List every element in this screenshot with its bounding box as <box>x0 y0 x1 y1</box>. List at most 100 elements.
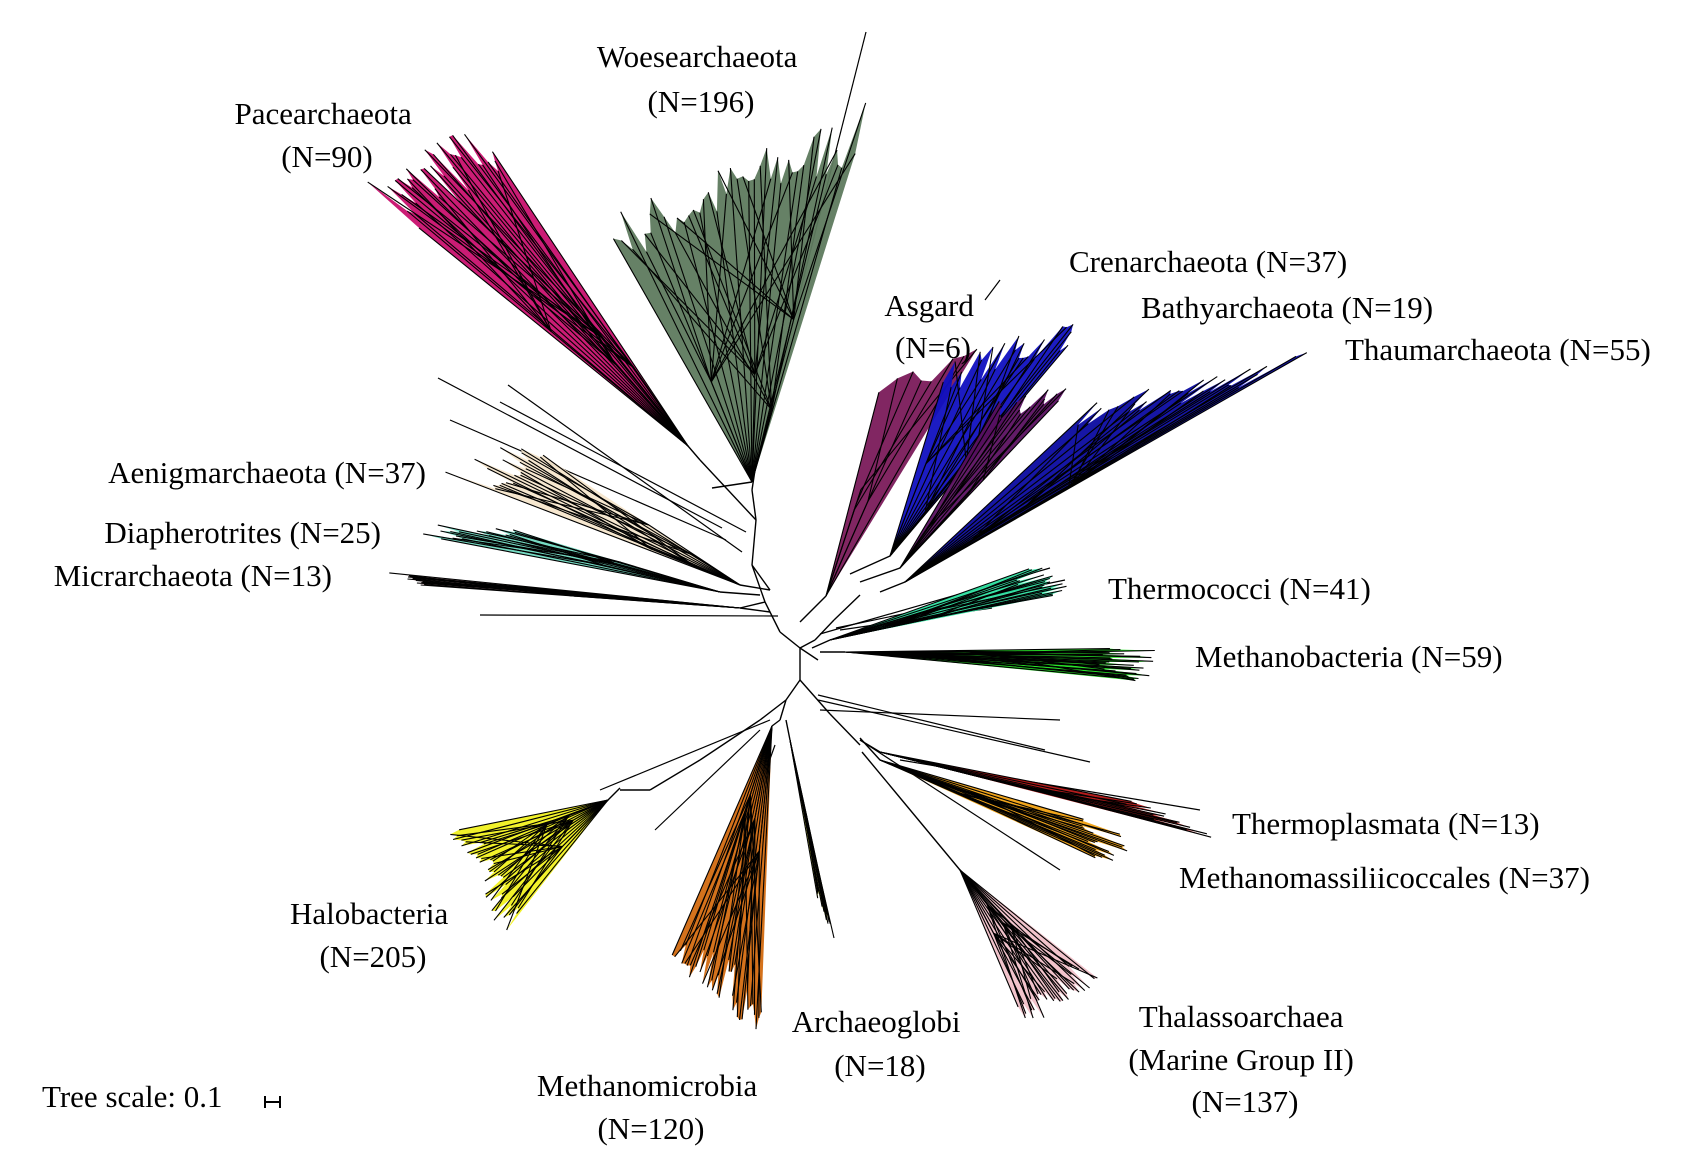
leaf-branch-methanomicrobia <box>718 811 746 998</box>
leaf-branch-pacearchaeota <box>494 160 616 365</box>
clade-stem-methanomicrobia <box>771 719 781 727</box>
leaf-branch-pacearchaeota <box>434 188 552 332</box>
leaf-branch-crenarchaeota <box>925 326 1067 464</box>
internal-branch-halobacteria <box>572 799 609 821</box>
leaf-branch-pacearchaeota <box>467 189 552 332</box>
internal-branch-thermoplasmata <box>879 751 957 772</box>
internal-branch-thalassoarchaea <box>959 869 988 905</box>
backbone-branch <box>779 699 787 721</box>
leaf-branch-methanobacteria <box>965 650 1100 666</box>
leaf-branch-woesearchaeota <box>645 251 712 383</box>
leaf-branch-thermoplasmata <box>1021 785 1187 831</box>
leaf-branch-woesearchaeota <box>707 192 756 375</box>
leaf-branch-halobacteria <box>489 815 570 873</box>
clade-label-crenarchaeota: Crenarchaeota (N=37) <box>1069 244 1347 279</box>
clade-wedge-thermoplasmata <box>880 752 1212 838</box>
leaf-branch-pacearchaeota <box>436 142 689 447</box>
leaf-branch-thaumarchaeota <box>904 376 1218 583</box>
leaf-branch-halobacteria <box>458 799 609 831</box>
clade-stem-thalassoarchaea <box>861 751 961 871</box>
leaf-branch-crenarchaeota <box>889 381 944 557</box>
internal-branch-aenigmarchaeota <box>651 548 741 586</box>
clade-stem-pacearchaeota <box>687 445 701 461</box>
leaf-branch-woesearchaeota <box>751 171 799 483</box>
internal-branch-methanomicrobia <box>758 725 773 852</box>
leaf-branch-diapherotrites <box>462 538 721 593</box>
clade-label-micrarchaeota: Micrarchaeota (N=13) <box>54 558 332 593</box>
leaf-branch-thaumarchaeota <box>904 412 1129 583</box>
leaf-branch-woesearchaeota <box>754 176 818 375</box>
internal-branch-micrarchaeota <box>645 600 741 609</box>
leaf-branch-pacearchaeota <box>452 134 602 338</box>
leaf-branch-woesearchaeota <box>632 248 773 410</box>
clade-stem-bathyarchaeota <box>859 567 901 583</box>
leaf-branch-halobacteria <box>485 819 574 898</box>
leaf-branch-halobacteria <box>492 823 548 862</box>
tree-scale-label: Tree scale: 0.1 <box>42 1079 223 1114</box>
backbone-branch <box>751 564 766 603</box>
leaf-branch-halobacteria <box>517 820 574 909</box>
clade-label-diapherotrites: Diapherotrites (N=25) <box>104 515 381 550</box>
leaf-branch-asgard <box>853 381 932 511</box>
internal-branch-pacearchaeota <box>550 331 689 447</box>
internal-branch-thalassoarchaea <box>959 869 995 934</box>
leaf-branch-thermococci <box>882 585 1067 628</box>
clade-stem-crenarchaeota <box>849 555 891 575</box>
backbone-branch <box>699 459 757 521</box>
backbone-branch <box>779 631 801 649</box>
leaf-branch-aenigmarchaeota <box>474 458 693 565</box>
internal-branch-diapherotrites <box>612 563 721 593</box>
leaf-branch-pacearchaeota <box>497 170 552 332</box>
clade-label-bathyarchaeota: Bathyarchaeota (N=19) <box>1141 290 1433 325</box>
leaf-branch-woesearchaeota <box>751 183 782 483</box>
leaf-branch-methanomicrobia <box>685 725 773 946</box>
clade-label-pacearchaeota: Pacearchaeota (N=90) <box>234 96 419 174</box>
leaf-branch-thaumarchaeota <box>904 423 1089 583</box>
leaf-branch-pacearchaeota <box>411 187 689 447</box>
clade-label-methanomicrobia: Methanomicrobia (N=120) <box>537 1068 765 1146</box>
clade-label-thermoplasmata: Thermoplasmata (N=13) <box>1232 806 1540 841</box>
leaf-branch-methanobacteria <box>965 650 1152 659</box>
leaf-branch-bathyarchaeota <box>899 389 1049 569</box>
internal-branch-methanomassiliicoccales <box>879 759 984 798</box>
backbone-branch <box>799 679 831 715</box>
leaf-branch-aenigmarchaeota <box>520 471 652 550</box>
backbone-branch <box>739 601 766 609</box>
leaf-branch-halobacteria <box>516 799 609 914</box>
leaf-branch-asgard <box>860 348 978 490</box>
internal-branch-woesearchaeota <box>751 319 795 483</box>
internal-branch-halobacteria <box>562 799 609 847</box>
internal-branch-thaumarchaeota <box>904 487 1069 583</box>
internal-branch-asgard <box>825 501 869 597</box>
leaf-branch-methanobacteria <box>965 650 1105 670</box>
leaf-branch-thalassoarchaea <box>1010 925 1032 999</box>
leaf-branch-bathyarchaeota <box>928 395 1027 527</box>
leaf-branch-thalassoarchaea <box>959 869 1095 980</box>
clade-stem-asgard <box>799 595 827 623</box>
leaf-branch-woesearchaeota <box>650 197 712 383</box>
leaf-branch-thalassoarchaea <box>1002 922 1069 1000</box>
clade-stem-woesearchaeota <box>711 481 753 489</box>
leaf-branch-pacearchaeota <box>443 175 616 365</box>
clade-label-halobacteria: Halobacteria (N=205) <box>290 896 456 974</box>
leaf-branch-pacearchaeota <box>401 194 602 338</box>
leaf-branch-pacearchaeota <box>482 164 616 365</box>
leaf-branch-woesearchaeota <box>710 172 794 383</box>
internal-branch-thalassoarchaea <box>959 869 1012 926</box>
leaf-branch-woesearchaeota <box>754 157 779 375</box>
leaf-branch-halobacteria <box>506 823 548 931</box>
clade-stem-archaeoglobi <box>785 719 791 741</box>
internal-branch-thermococci <box>829 613 919 641</box>
leaf-branch-diapherotrites <box>509 533 604 566</box>
clade-label-asgard: Asgard (N=6) <box>884 288 981 365</box>
leaf-branch-crenarchaeota <box>889 358 1035 557</box>
leaf-branch-thermococci <box>927 581 1051 620</box>
internal-branch-methanomicrobia <box>749 725 773 795</box>
tree-branch <box>859 739 1061 871</box>
leaf-branch-woesearchaeota <box>683 221 753 483</box>
leaf-branch-woesearchaeota <box>751 148 768 483</box>
tree-branch <box>479 614 779 617</box>
leaf-branch-bathyarchaeota <box>899 401 1000 569</box>
leaf-branch-thalassoarchaea <box>993 932 1098 979</box>
